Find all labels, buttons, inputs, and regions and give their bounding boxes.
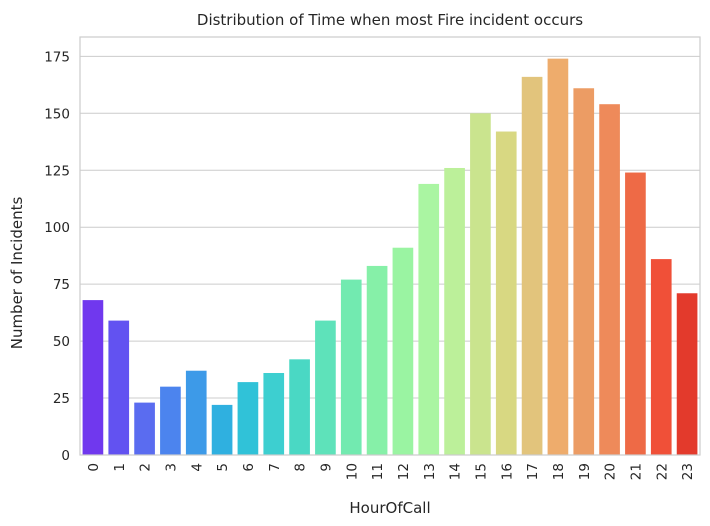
- x-tick-label: 6: [241, 463, 257, 472]
- x-tick-label: 7: [267, 463, 283, 472]
- x-tick-label: 4: [189, 463, 205, 472]
- bar: [82, 300, 104, 455]
- bar: [573, 88, 595, 455]
- bar: [444, 167, 465, 455]
- x-tick-label: 13: [422, 463, 438, 480]
- x-tick-label: 5: [215, 463, 231, 472]
- x-tick-label: 18: [551, 463, 567, 480]
- axes-frame: [79, 36, 701, 456]
- x-tick-label: 10: [344, 463, 360, 480]
- bar: [211, 404, 233, 455]
- bar: [521, 76, 543, 455]
- y-tick-label: 75: [53, 277, 70, 293]
- bar: [340, 279, 362, 455]
- bar: [185, 370, 207, 455]
- x-tick-label: 19: [577, 463, 593, 480]
- bar: [599, 104, 620, 455]
- y-axis-label: Number of Incidents: [8, 197, 26, 350]
- x-tick-label: 8: [293, 463, 309, 472]
- bar: [392, 247, 414, 455]
- x-tick-label: 9: [318, 463, 334, 472]
- bar: [315, 320, 336, 455]
- bar: [547, 58, 569, 456]
- bar: [134, 402, 155, 455]
- x-axis-label: HourOfCall: [349, 499, 430, 517]
- bar: [676, 293, 698, 455]
- chart-title: Distribution of Time when most Fire inci…: [197, 11, 583, 29]
- bar: [289, 359, 310, 455]
- y-tick-label: 150: [44, 106, 70, 122]
- bar: [625, 172, 646, 455]
- x-tick-label: 15: [473, 463, 489, 480]
- x-tick-label: 20: [603, 463, 619, 480]
- x-tick-label: 3: [163, 463, 179, 472]
- x-tick-label: 21: [628, 463, 644, 480]
- y-tick-label: 25: [53, 391, 70, 407]
- y-tick-label: 175: [44, 49, 70, 65]
- x-tick-label: 16: [499, 463, 515, 480]
- bar: [650, 259, 672, 455]
- x-tick-label: 22: [654, 463, 670, 480]
- bar: [366, 265, 388, 455]
- y-tick-label: 125: [44, 163, 70, 179]
- bar: [108, 320, 130, 455]
- bar: [237, 382, 259, 455]
- y-tick-label: 100: [44, 220, 70, 236]
- x-axis-ticks: 0 1 2 3 4 5 6 7 8 9 10 11 12 13 14 15 16 17 18 19 20 21 22 23: [86, 463, 696, 480]
- plot-frame: [79, 36, 701, 456]
- bar: [470, 113, 491, 456]
- bar: [263, 372, 285, 455]
- x-tick-label: 1: [112, 463, 128, 472]
- x-tick-label: 2: [138, 463, 154, 472]
- grid-layer: [80, 55, 700, 399]
- y-axis-ticks: 0 25 50 75 100 125 150 175: [44, 49, 70, 464]
- x-tick-label: 17: [525, 463, 541, 480]
- x-tick-label: 0: [86, 463, 102, 472]
- y-tick-label: 50: [53, 334, 70, 350]
- bars-layer: [82, 58, 698, 456]
- bar: [160, 386, 181, 455]
- y-tick-label: 0: [61, 448, 70, 464]
- x-tick-label: 14: [448, 463, 464, 480]
- x-tick-label: 12: [396, 463, 412, 480]
- bar: [418, 183, 440, 455]
- bar: [495, 131, 517, 455]
- x-tick-label: 23: [680, 463, 696, 480]
- x-tick-label: 11: [370, 463, 386, 480]
